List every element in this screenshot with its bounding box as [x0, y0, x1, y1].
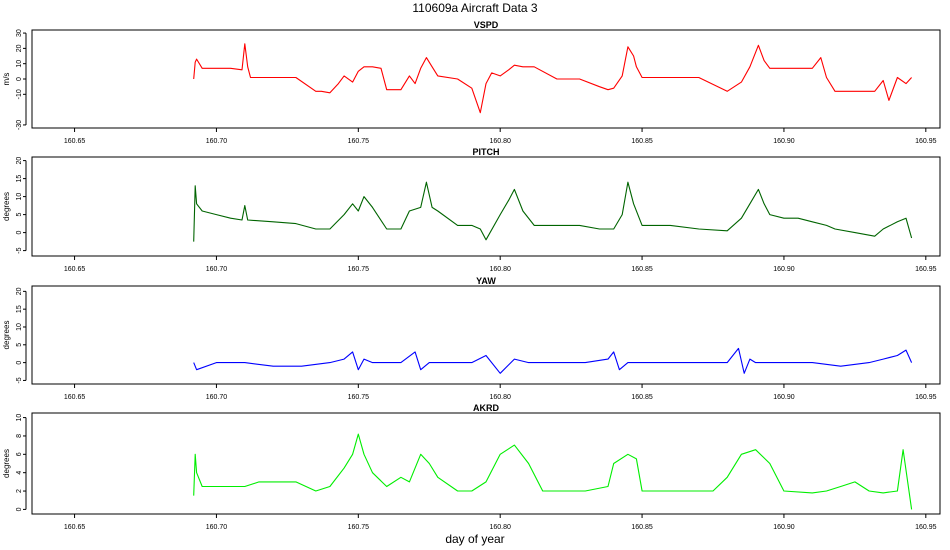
y-tick-label-yaw: -5 [16, 377, 23, 383]
x-tick-label-vspd: 160.65 [64, 138, 86, 145]
x-tick-label-pitch: 160.75 [348, 266, 370, 273]
x-tick-label-pitch: 160.85 [631, 266, 653, 273]
x-tick-label-pitch: 160.80 [489, 266, 511, 273]
x-tick-label-vspd: 160.70 [206, 138, 228, 145]
plot-frame-akrd [31, 412, 941, 515]
x-tick-label-pitch: 160.90 [773, 266, 795, 273]
y-tick-label-pitch: 5 [16, 213, 23, 217]
panel-yaw: YAW -5 0 5 10 15 20 degrees 160.65 160.70 160.75 16… [2, 276, 941, 401]
y-axis-label-akrd: degrees [2, 449, 11, 478]
y-tick-label-yaw: 5 [16, 343, 23, 347]
x-tick-label-vspd: 160.90 [773, 138, 795, 145]
plot-frame-yaw [31, 285, 941, 385]
y-tick-label-yaw: 15 [16, 305, 23, 313]
series-line-pitch [193, 181, 913, 242]
y-axis-label-vspd: m/s [2, 73, 11, 86]
x-tick-label-akrd: 160.85 [631, 524, 653, 531]
y-tick-label-vspd: -30 [16, 120, 23, 130]
x-tick-label-pitch: 160.65 [64, 266, 86, 273]
x-tick-label-akrd: 160.95 [915, 524, 937, 531]
y-tick-label-vspd: 10 [16, 60, 23, 68]
x-tick-label-yaw: 160.90 [773, 394, 795, 401]
y-tick-label-pitch: 15 [16, 175, 23, 183]
y-tick-label-pitch: 0 [16, 231, 23, 235]
y-tick-label-akrd: 0 [16, 507, 23, 511]
y-tick-label-akrd: 2 [16, 489, 23, 493]
x-tick-label-yaw: 160.85 [631, 394, 653, 401]
panel-title-akrd: AKRD [473, 403, 499, 413]
x-tick-label-yaw: 160.80 [489, 394, 511, 401]
y-tick-label-pitch: -5 [16, 247, 23, 253]
x-tick-label-akrd: 160.90 [773, 524, 795, 531]
x-tick-label-akrd: 160.80 [489, 524, 511, 531]
panel-title-vspd: VSPD [474, 20, 499, 30]
panel-title-yaw: YAW [476, 276, 496, 286]
y-tick-label-akrd: 4 [16, 471, 23, 475]
y-axis-label-pitch: degrees [2, 192, 11, 221]
x-tick-label-akrd: 160.70 [206, 524, 228, 531]
y-tick-label-akrd: 8 [16, 434, 23, 438]
y-tick-label-vspd: 0 [16, 77, 23, 81]
plot-frame-vspd [31, 29, 941, 129]
panel-pitch: PITCH -5 0 5 10 15 20 degrees 160.65 160.70 160.75… [2, 147, 941, 273]
panel-akrd: AKRD 0 2 4 6 8 10 degrees 160.65 160.70 160.75 160.… [2, 403, 941, 531]
y-axis-label-yaw: degrees [2, 321, 11, 350]
y-tick-label-yaw: 20 [16, 287, 23, 295]
figure-title: 110609a Aircraft Data 3 [412, 1, 538, 15]
panel-vspd: VSPD -30 -10 0 10 20 30 m/s 160.65 160.70 160.75 16… [2, 20, 941, 145]
x-tick-label-akrd: 160.75 [348, 524, 370, 531]
x-tick-label-pitch: 160.70 [206, 266, 228, 273]
y-tick-label-pitch: 10 [16, 193, 23, 201]
series-line-yaw [193, 347, 913, 374]
y-tick-label-pitch: 20 [16, 157, 23, 165]
x-tick-label-yaw: 160.70 [206, 394, 228, 401]
x-axis-label: day of year [445, 532, 504, 546]
x-tick-label-vspd: 160.85 [631, 138, 653, 145]
panel-title-pitch: PITCH [473, 147, 500, 157]
x-tick-label-pitch: 160.95 [915, 266, 937, 273]
series-line-akrd [193, 433, 913, 510]
x-tick-label-yaw: 160.95 [915, 394, 937, 401]
y-tick-label-akrd: 10 [16, 414, 23, 422]
x-tick-label-vspd: 160.75 [348, 138, 370, 145]
y-tick-label-vspd: -10 [16, 89, 23, 99]
series-line-vspd [193, 43, 913, 114]
plot-frame-pitch [31, 156, 941, 257]
y-tick-label-vspd: 30 [16, 29, 23, 37]
x-tick-label-yaw: 160.75 [348, 394, 370, 401]
x-tick-label-yaw: 160.65 [64, 394, 86, 401]
y-tick-label-vspd: 20 [16, 44, 23, 52]
y-tick-label-yaw: 10 [16, 323, 23, 331]
x-tick-label-akrd: 160.65 [64, 524, 86, 531]
y-tick-label-yaw: 0 [16, 361, 23, 365]
y-tick-label-akrd: 6 [16, 452, 23, 456]
x-tick-label-vspd: 160.95 [915, 138, 937, 145]
x-tick-label-vspd: 160.80 [489, 138, 511, 145]
